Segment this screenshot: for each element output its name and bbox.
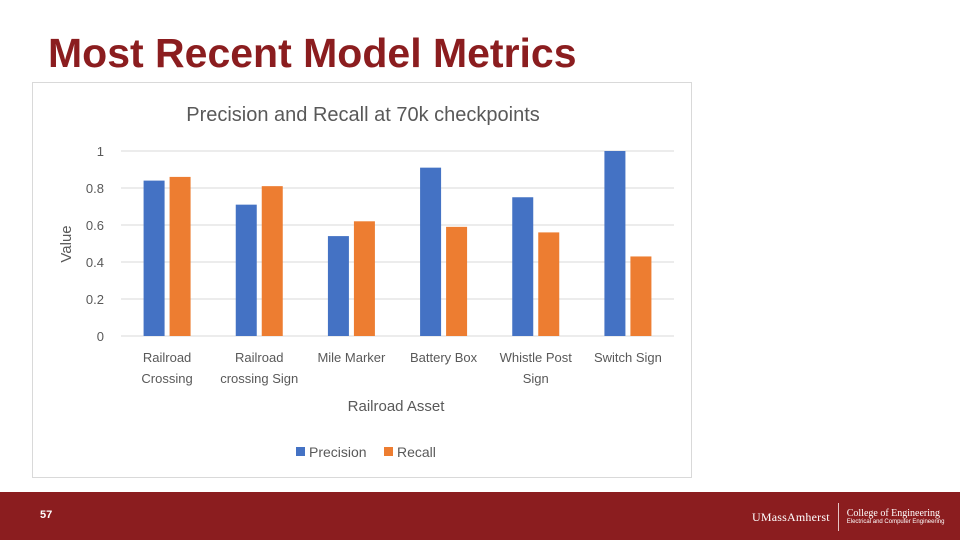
x-tick-line: Mile Marker (317, 350, 386, 365)
x-axis-ticks: Railroad Crossing Railroad crossing Sign Mil… (141, 350, 661, 386)
bar-precision (604, 151, 626, 336)
x-tick-line: Sign (523, 371, 549, 386)
bar-recall (261, 186, 283, 336)
y-tick-label: 1 (97, 144, 104, 159)
legend-swatch-recall (384, 447, 393, 456)
x-tick-line: Battery Box (410, 350, 478, 365)
y-tick-label: 0.2 (86, 292, 104, 307)
legend-label-precision: Precision (309, 444, 367, 460)
legend-swatch-precision (296, 447, 305, 456)
bar-precision (512, 197, 534, 336)
x-tick-label: Railroad crossing Sign (220, 350, 298, 386)
page-number: 57 (40, 509, 53, 521)
bars (143, 151, 652, 336)
logo-university: UMassAmherst (752, 509, 830, 524)
y-tick-label: 0.8 (86, 181, 104, 196)
bar-precision (143, 180, 165, 336)
logo-department: Electrical and Computer Engineering (846, 519, 945, 526)
logo-college: College of Engineering (846, 507, 941, 519)
x-axis-label: Railroad Asset (348, 398, 446, 415)
y-tick-label: 0.4 (86, 255, 104, 270)
x-tick-label: Railroad Crossing (141, 350, 192, 386)
gridlines (121, 150, 674, 337)
x-tick-label: Battery Box (410, 350, 478, 365)
footer-bar: 57 UMassAmherst College of Engineering E… (0, 492, 960, 540)
chart-title: Precision and Recall at 70k checkpoints (186, 104, 540, 126)
chart-container: Precision and Recall at 70k checkpoints … (32, 82, 692, 478)
y-axis-label: Value (58, 225, 75, 262)
x-tick-line: Crossing (141, 371, 192, 386)
bar-recall (538, 232, 560, 336)
y-tick-label: 0.6 (86, 218, 104, 233)
x-tick-line: Railroad (143, 350, 191, 365)
y-tick-label: 0 (97, 329, 104, 344)
slide-title: Most Recent Model Metrics (48, 30, 577, 76)
bar-recall (446, 226, 468, 336)
x-tick-label: Whistle Post Sign (500, 350, 573, 386)
bar-recall (630, 256, 652, 336)
x-tick-line: crossing Sign (220, 371, 298, 386)
x-tick-label: Switch Sign (594, 350, 662, 365)
bar-recall (353, 221, 375, 336)
x-tick-line: Railroad (235, 350, 283, 365)
bar-precision (420, 167, 442, 336)
bar-precision (327, 236, 349, 336)
y-axis-ticks: 0 0.2 0.4 0.6 0.8 1 (86, 144, 104, 344)
logo-divider (837, 503, 839, 531)
legend: Precision Recall (296, 444, 436, 460)
bar-recall (169, 176, 191, 336)
umass-logo: UMassAmherst College of Engineering Elec… (752, 502, 944, 532)
bar-chart: Precision and Recall at 70k checkpoints … (58, 104, 674, 460)
legend-label-recall: Recall (397, 444, 436, 460)
x-tick-line: Switch Sign (594, 350, 662, 365)
x-tick-line: Whistle Post (500, 350, 573, 365)
x-tick-label: Mile Marker (317, 350, 386, 365)
bar-precision (235, 204, 257, 336)
